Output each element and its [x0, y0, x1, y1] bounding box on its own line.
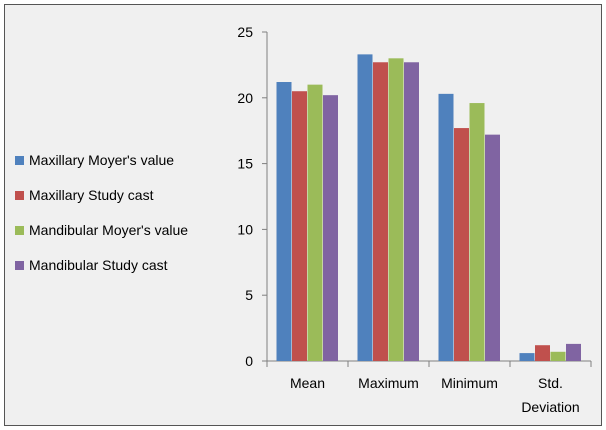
bar — [454, 128, 469, 361]
bar — [357, 54, 373, 361]
x-tick-label: Minimum — [441, 375, 498, 391]
bar — [550, 351, 566, 361]
bar — [535, 345, 550, 361]
bar — [438, 93, 454, 362]
x-tick-label: Deviation — [521, 399, 579, 415]
legend-label: Mandibular Study cast — [29, 257, 168, 273]
legend-label: Maxillary Moyer's value — [29, 152, 174, 168]
x-tick-label: Maximum — [358, 375, 419, 391]
chart-area: 0 5 10 15 20 25 Mean Maximum Minimum Std. Deviatio… — [4, 4, 602, 426]
bar — [469, 103, 485, 362]
y-tick-label: 10 — [237, 221, 253, 237]
y-tick-label: 0 — [245, 353, 253, 369]
bar — [485, 134, 500, 361]
y-tick-label: 20 — [237, 90, 253, 106]
legend-label: Maxillary Study cast — [29, 187, 154, 203]
y-tick-label: 15 — [237, 156, 253, 172]
legend-label: Mandibular Moyer's value — [29, 222, 188, 238]
bar-chart: 0 5 10 15 20 25 Mean Maximum Minimum Std. Deviatio… — [15, 24, 592, 415]
x-tick-label: Mean — [290, 375, 325, 391]
y-tick-label: 5 — [245, 287, 253, 303]
bar — [373, 62, 388, 361]
bar — [404, 62, 419, 361]
bar — [292, 91, 307, 361]
bar — [323, 95, 338, 361]
bar — [307, 84, 323, 361]
legend-swatch — [15, 226, 24, 235]
bar — [388, 58, 404, 361]
legend-swatch — [15, 156, 24, 165]
x-tick-label: Std. — [538, 375, 563, 391]
bar — [519, 353, 535, 361]
legend-swatch — [15, 191, 24, 200]
bar — [566, 343, 581, 361]
legend-swatch — [15, 261, 24, 270]
bar — [276, 82, 292, 362]
y-tick-label: 25 — [237, 24, 253, 40]
